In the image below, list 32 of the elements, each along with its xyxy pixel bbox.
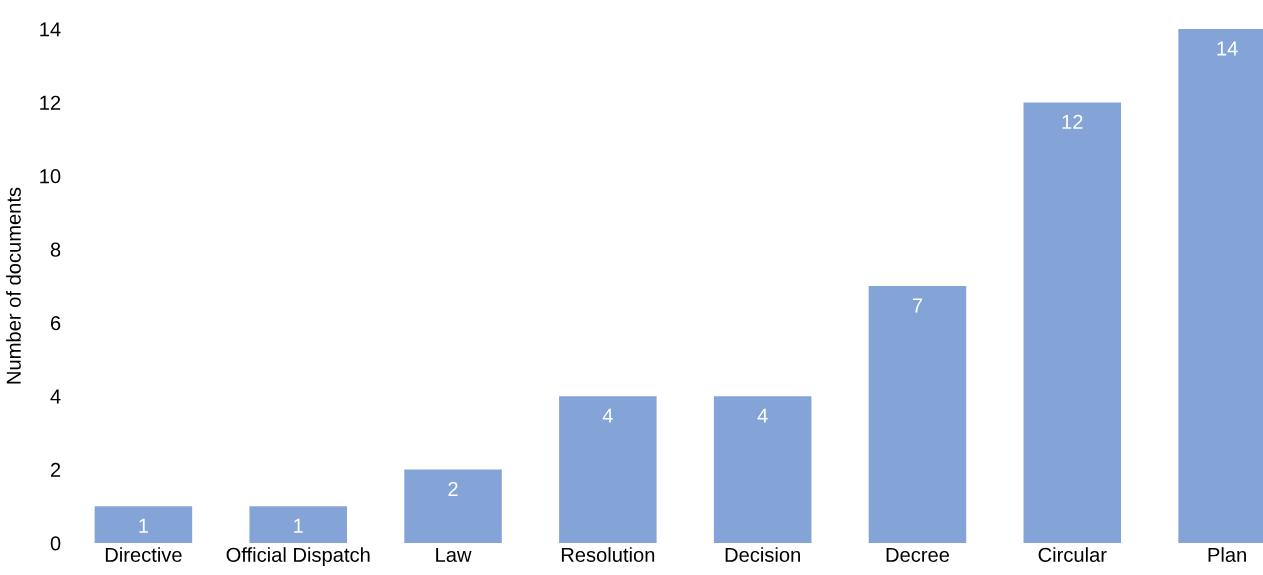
bar bbox=[559, 396, 657, 543]
y-tick-label: 8 bbox=[50, 242, 61, 257]
data-label: 14 bbox=[1217, 41, 1238, 56]
bar bbox=[404, 469, 502, 543]
data-label: 4 bbox=[757, 408, 768, 423]
y-axis-title: Number of documents bbox=[6, 187, 21, 384]
data-label: 12 bbox=[1062, 114, 1083, 129]
y-tick-label: 14 bbox=[40, 22, 61, 37]
data-label: 7 bbox=[912, 298, 923, 313]
y-tick-label: 12 bbox=[40, 95, 61, 110]
bar bbox=[1023, 102, 1122, 543]
x-tick-label: Circular bbox=[1038, 547, 1107, 562]
y-tick-label: 0 bbox=[50, 536, 61, 551]
x-tick-label: Resolution bbox=[561, 547, 655, 562]
x-tick-label: Directive bbox=[105, 547, 182, 562]
bar bbox=[868, 286, 967, 543]
x-tick-label: Official Dispatch bbox=[226, 547, 370, 566]
data-label: 1 bbox=[294, 518, 303, 533]
data-label: 1 bbox=[139, 518, 149, 533]
bar bbox=[249, 506, 347, 543]
x-tick-label: Plan bbox=[1208, 547, 1246, 562]
y-tick-label: 2 bbox=[50, 462, 61, 477]
y-tick-label: 4 bbox=[50, 389, 61, 404]
x-tick-label: Law bbox=[436, 547, 472, 562]
x-tick-label: Decree bbox=[886, 547, 950, 562]
y-tick-label: 6 bbox=[50, 315, 61, 331]
bar bbox=[713, 396, 812, 543]
data-label: 2 bbox=[448, 481, 458, 496]
data-label: 4 bbox=[602, 408, 613, 423]
bar bbox=[94, 506, 193, 543]
y-tick-label: 10 bbox=[40, 169, 61, 184]
x-tick-label: Decision bbox=[725, 547, 800, 562]
